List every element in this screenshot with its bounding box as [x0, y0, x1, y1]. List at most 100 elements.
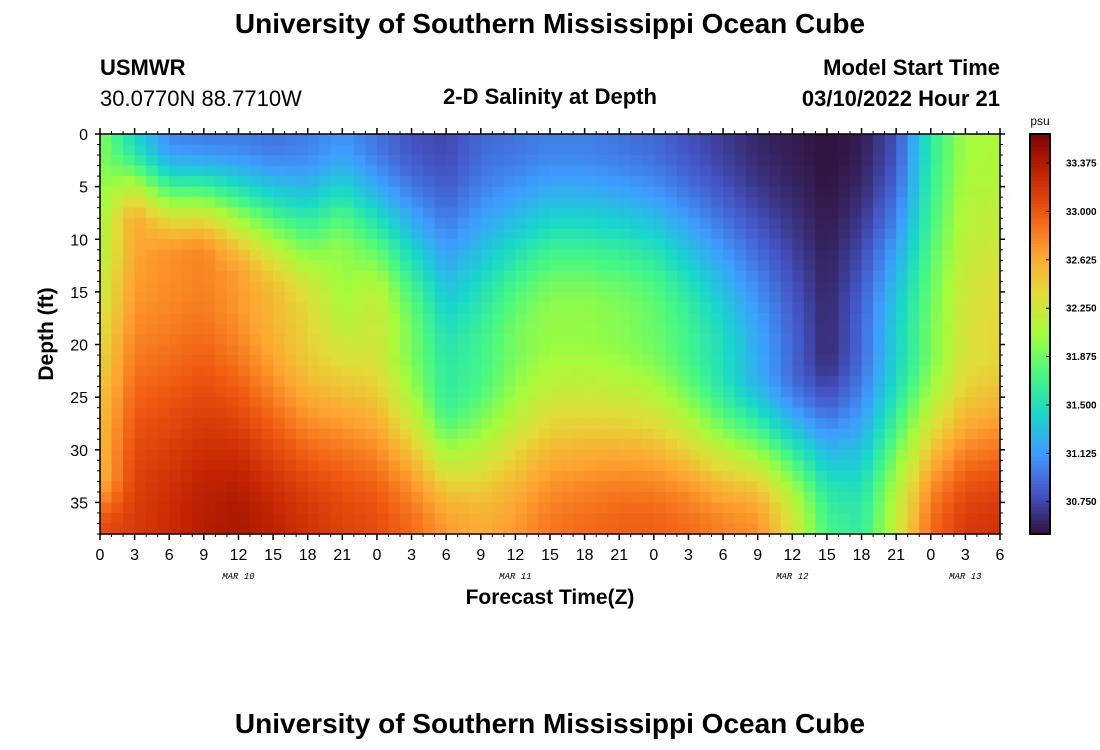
- heatmap-cell: [538, 228, 551, 240]
- heatmap-cell: [815, 428, 828, 440]
- heatmap-cell: [826, 365, 840, 377]
- heatmap-cell: [215, 218, 228, 230]
- heatmap-cell: [561, 460, 574, 472]
- heatmap-cell: [561, 523, 574, 535]
- heatmap-cell: [307, 481, 320, 493]
- heatmap-cell: [607, 218, 620, 230]
- heatmap-cell: [907, 481, 920, 493]
- heatmap-cell: [123, 449, 136, 461]
- heatmap-cell: [388, 312, 401, 325]
- heatmap-cell: [792, 207, 805, 219]
- heatmap-cell: [353, 334, 366, 346]
- heatmap-cell: [169, 186, 182, 198]
- heatmap-cell: [630, 207, 643, 219]
- heatmap-cell: [561, 344, 574, 356]
- heatmap-cell: [157, 270, 170, 282]
- heatmap-cell: [642, 460, 655, 472]
- heatmap-cell: [273, 291, 286, 304]
- heatmap-cell: [134, 365, 147, 377]
- heatmap-cell: [376, 502, 390, 514]
- heatmap-cell: [700, 397, 713, 409]
- heatmap-cell: [873, 460, 886, 472]
- heatmap-cell: [238, 334, 251, 346]
- heatmap-cell: [676, 155, 690, 167]
- heatmap-cell: [873, 228, 886, 240]
- heatmap-cell: [607, 460, 620, 472]
- heatmap-cell: [284, 512, 297, 525]
- heatmap-cell: [700, 312, 713, 325]
- heatmap-cell: [446, 218, 459, 230]
- heatmap-cell: [250, 355, 263, 367]
- heatmap-cell: [734, 197, 747, 209]
- heatmap-cell: [365, 491, 378, 504]
- heatmap-cell: [746, 365, 759, 377]
- heatmap-cell: [353, 281, 366, 293]
- heatmap-cell: [134, 228, 147, 240]
- heatmap-cell: [815, 281, 828, 293]
- heatmap-cell: [423, 260, 436, 272]
- heatmap-cell: [319, 491, 332, 504]
- heatmap-cell: [942, 439, 955, 451]
- heatmap-cell: [400, 176, 413, 188]
- heatmap-cell: [146, 270, 159, 282]
- heatmap-cell: [342, 302, 355, 314]
- heatmap-cell: [573, 407, 586, 419]
- heatmap-cell: [896, 502, 909, 514]
- heatmap-cell: [434, 386, 447, 398]
- heatmap-cell: [803, 302, 816, 314]
- heatmap-cell: [376, 418, 390, 430]
- colorbar-segment: [1030, 284, 1050, 288]
- heatmap-cell: [780, 428, 793, 440]
- heatmap-cell: [157, 228, 170, 240]
- heatmap-cell: [434, 176, 447, 188]
- heatmap-cell: [469, 407, 482, 419]
- heatmap-cell: [676, 365, 690, 377]
- heatmap-cell: [803, 312, 816, 325]
- heatmap-cell: [769, 344, 782, 356]
- heatmap-cell: [584, 270, 597, 282]
- heatmap-cell: [919, 312, 932, 325]
- heatmap-cell: [630, 449, 643, 461]
- colorbar-segment: [1030, 447, 1050, 452]
- heatmap-cell: [550, 323, 563, 335]
- heatmap-cell: [642, 249, 655, 261]
- heatmap-cell: [319, 481, 332, 493]
- heatmap-cell: [965, 302, 978, 314]
- heatmap-cell: [907, 460, 920, 472]
- heatmap-cell: [434, 165, 447, 177]
- heatmap-cell: [423, 460, 436, 472]
- heatmap-cell: [607, 355, 620, 367]
- heatmap-cell: [203, 312, 216, 325]
- heatmap-cell: [169, 155, 182, 167]
- heatmap-cell: [457, 291, 470, 304]
- heatmap-cell: [803, 344, 816, 356]
- heatmap-cell: [146, 165, 159, 177]
- heatmap-cell: [688, 428, 701, 440]
- heatmap-cell: [803, 218, 816, 230]
- heatmap-cell: [757, 207, 770, 219]
- heatmap-cell: [896, 523, 909, 535]
- heatmap-cell: [642, 270, 655, 282]
- heatmap-cell: [711, 302, 724, 314]
- heatmap-cell: [203, 260, 216, 272]
- heatmap-cell: [584, 481, 597, 493]
- heatmap-cell: [584, 281, 597, 293]
- heatmap-cell: [146, 512, 159, 525]
- heatmap-cell: [342, 376, 355, 388]
- heatmap-cell: [192, 376, 205, 388]
- heatmap-cell: [734, 165, 747, 177]
- heatmap-cell: [169, 344, 182, 356]
- heatmap-cell: [123, 502, 136, 514]
- heatmap-cell: [757, 270, 770, 282]
- heatmap-cell: [769, 428, 782, 440]
- heatmap-cell: [423, 302, 436, 314]
- heatmap-cell: [134, 481, 147, 493]
- heatmap-cell: [492, 291, 505, 304]
- heatmap-cell: [400, 291, 413, 304]
- heatmap-cell: [538, 270, 551, 282]
- heatmap-cell: [965, 144, 978, 156]
- heatmap-cell: [492, 491, 505, 504]
- heatmap-cell: [203, 439, 216, 451]
- heatmap-cell: [561, 502, 574, 514]
- heatmap-cell: [296, 249, 309, 261]
